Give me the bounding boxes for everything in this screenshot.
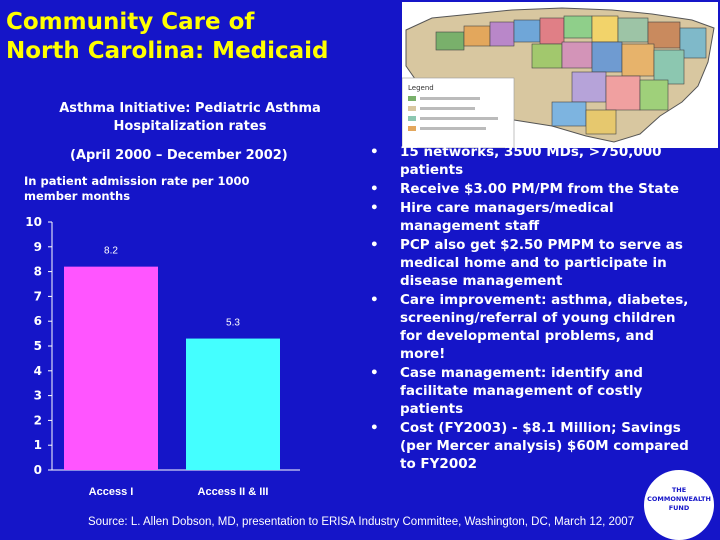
bar (64, 266, 158, 470)
x-category-label: Access I (89, 486, 134, 498)
bullet-item: • 15 networks, 3500 MDs, >750,000 patient… (370, 143, 700, 179)
slide-title: Community Care of North Carolina: Medica… (6, 8, 406, 66)
legend-swatch-1 (408, 96, 416, 101)
legend-text-3 (420, 117, 498, 120)
bullet-marker: • (370, 292, 379, 308)
bullet-text: PCP also get $2.50 PMPM to serve as medi… (400, 237, 683, 289)
bar (186, 338, 280, 470)
bullet-marker: • (370, 420, 379, 436)
bar-chart: 0 1 2 3 4 5 6 7 8 9 10 8.2 Access I 5.3 Access II & II… (0, 210, 360, 514)
legend-text-4 (420, 127, 486, 130)
y-axis-label-line-2: member months (24, 189, 131, 203)
y-tick-label: 1 (34, 438, 42, 452)
bullet-text: Care improvement: asthma, diabetes, scre… (400, 292, 689, 362)
commonwealth-fund-logo: THE COMMONWEALTH FUND (644, 470, 714, 540)
y-tick-label: 0 (34, 463, 42, 477)
bullet-marker: • (370, 237, 379, 253)
data-label: 8.2 (104, 246, 118, 257)
title-line-2: North Carolina: Medicaid (6, 38, 329, 64)
logo-text: THE COMMONWEALTH FUND (644, 486, 714, 513)
subtitle-line-2: Hospitalization rates (113, 119, 267, 134)
bullet-list: • 15 networks, 3500 MDs, >750,000 patient… (370, 143, 700, 474)
bullet-item: • Care improvement: asthma, diabetes, scr… (370, 291, 700, 363)
title-line-1: Community Care of (6, 9, 255, 35)
bullet-text: Receive $3.00 PM/PM from the State (400, 181, 680, 197)
bullet-item: • Receive $3.00 PM/PM from the State (370, 180, 700, 198)
logo-line-3: FUND (668, 504, 690, 512)
data-label: 5.3 (226, 318, 240, 329)
nc-network-map: Legend (401, 2, 718, 149)
source-citation: Source: L. Allen Dobson, MD, presentatio… (88, 516, 635, 528)
bullet-marker: • (370, 365, 379, 381)
y-tick-label: 5 (34, 339, 42, 353)
bullet-marker: • (370, 200, 379, 216)
y-tick-label: 8 (34, 265, 42, 279)
legend-swatch-3 (408, 116, 416, 121)
date-range: (April 2000 – December 2002) (70, 148, 288, 163)
legend-swatch-4 (408, 126, 416, 131)
bullet-marker: • (370, 144, 379, 160)
x-category-label: Access II & III (198, 486, 269, 498)
bullet-marker: • (370, 181, 379, 197)
bullet-item: • PCP also get $2.50 PMPM to serve as med… (370, 236, 700, 290)
y-tick-label: 2 (34, 413, 42, 427)
legend-text-2 (420, 107, 475, 110)
bullet-text: 15 networks, 3500 MDs, >750,000 patients (400, 144, 662, 178)
logo-line-2: COMMONWEALTH (647, 495, 711, 503)
y-tick-label: 4 (34, 364, 42, 378)
y-tick-label: 9 (34, 240, 42, 254)
y-tick-label: 10 (25, 215, 42, 229)
y-tick-label: 3 (34, 389, 42, 403)
y-tick-label: 6 (34, 314, 42, 328)
nc-map-graphic: Legend (401, 7, 715, 149)
chart-subtitle: Asthma Initiative: Pediatric Asthma Hosp… (20, 100, 360, 136)
bullet-item: • Case management: identify and facilitat… (370, 364, 700, 418)
bullet-text: Hire care managers/medical management st… (400, 200, 614, 234)
bullet-item: • Hire care managers/medical management s… (370, 199, 700, 235)
legend-swatch-2 (408, 106, 416, 111)
bar-chart-svg: 0 1 2 3 4 5 6 7 8 9 10 8.2 Access I 5.3 Access II & II… (25, 215, 300, 498)
bullet-text: Case management: identify and facilitate… (400, 365, 643, 417)
legend-text-1 (420, 97, 480, 100)
y-axis-label-line-1: In patient admission rate per 1000 (24, 174, 250, 188)
y-axis-label: In patient admission rate per 1000 membe… (24, 174, 314, 204)
map-legend-title: Legend (408, 84, 434, 92)
subtitle-line-1: Asthma Initiative: Pediatric Asthma (59, 101, 321, 116)
bullet-text: Cost (FY2003) - $8.1 Million; Savings (p… (400, 420, 689, 472)
logo-line-1: THE (671, 486, 687, 494)
map-legend-box (401, 77, 515, 149)
y-tick-label: 7 (34, 289, 42, 303)
bullet-item: • Cost (FY2003) - $8.1 Million; Savings (… (370, 419, 700, 473)
